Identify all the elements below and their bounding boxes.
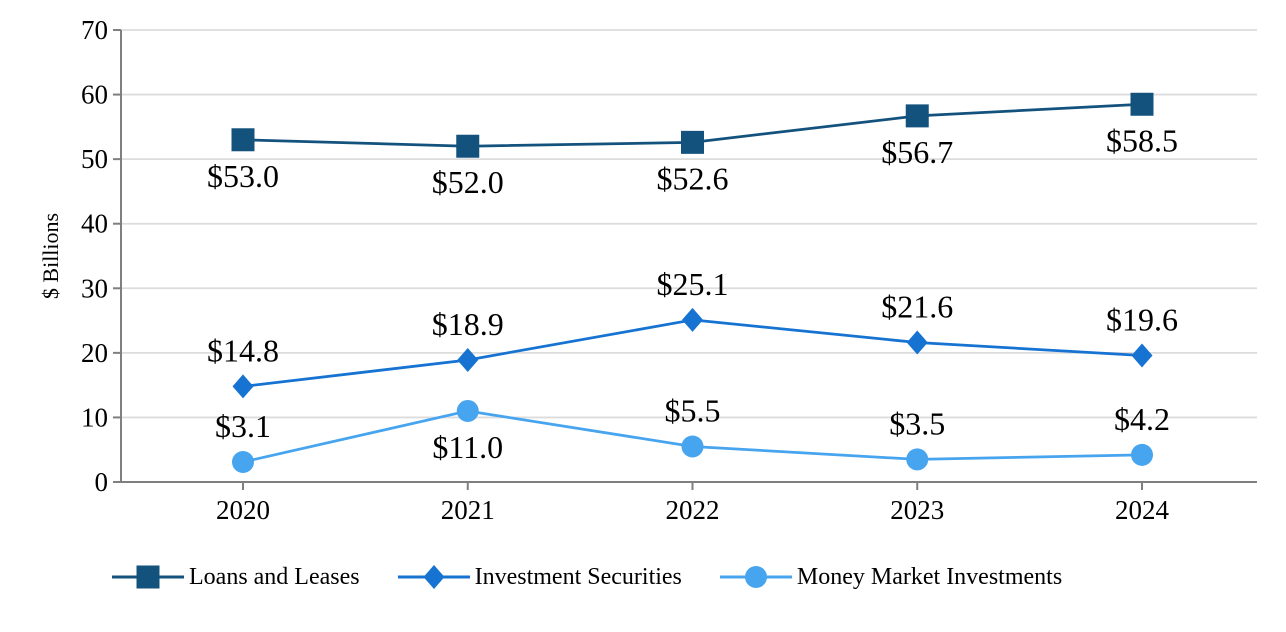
legend-marker-circle-icon xyxy=(719,566,792,588)
data-label: $52.6 xyxy=(657,160,729,196)
legend-marker-square-icon xyxy=(112,565,184,589)
data-label: $3.5 xyxy=(889,405,945,441)
marker-investment-securities xyxy=(1131,343,1153,368)
legend-item-money-market-investments: Money Market Investments xyxy=(719,560,1063,594)
legend-label: Investment Securities xyxy=(474,563,682,590)
x-tick-label: 2021 xyxy=(441,495,495,525)
y-tick-label: 20 xyxy=(81,338,108,368)
chart-legend: Loans and Leases Investment Securities M… xyxy=(112,560,1062,594)
circle-glyph xyxy=(744,566,767,588)
data-label: $21.6 xyxy=(881,289,953,325)
data-label: $4.2 xyxy=(1114,401,1170,437)
data-label: $3.1 xyxy=(215,408,271,444)
legend-label: Loans and Leases xyxy=(189,563,360,590)
marker-investment-securities xyxy=(682,307,703,332)
x-tick-label: 2020 xyxy=(216,495,270,525)
marker-money-market-investments xyxy=(232,450,254,473)
marker-investment-securities xyxy=(906,330,928,355)
legend-marker-diamond-icon xyxy=(397,565,470,589)
marker-loans-and-leases xyxy=(456,134,480,158)
marker-money-market-investments xyxy=(1131,443,1153,466)
marker-investment-securities xyxy=(232,374,254,399)
marker-money-market-investments xyxy=(681,435,704,458)
diamond-glyph xyxy=(423,565,445,589)
data-label: $5.5 xyxy=(665,392,721,428)
y-tick-label: 30 xyxy=(81,273,108,303)
marker-money-market-investments xyxy=(906,448,929,471)
data-label: $18.9 xyxy=(432,306,504,342)
data-label: $56.7 xyxy=(881,134,953,170)
marker-loans-and-leases xyxy=(231,128,255,152)
y-axis-title: $ Billions xyxy=(38,213,63,299)
data-label: $52.0 xyxy=(432,164,504,200)
marker-investment-securities xyxy=(457,347,479,372)
square-glyph xyxy=(136,565,160,589)
marker-loans-and-leases xyxy=(1130,92,1154,116)
legend-label: Money Market Investments xyxy=(796,563,1063,590)
legend-item-investment-securities: Investment Securities xyxy=(397,560,682,594)
data-label: $14.8 xyxy=(207,332,279,368)
marker-loans-and-leases xyxy=(905,104,929,128)
data-label: $25.1 xyxy=(657,266,729,302)
data-label: $58.5 xyxy=(1106,122,1178,158)
marker-loans-and-leases xyxy=(681,130,704,154)
marker-money-market-investments xyxy=(456,399,479,422)
y-tick-label: 10 xyxy=(81,402,108,432)
data-label: $19.6 xyxy=(1106,301,1178,337)
x-tick-label: 2024 xyxy=(1115,495,1170,525)
y-tick-label: 50 xyxy=(81,144,108,174)
legend-item-loans-and-leases: Loans and Leases xyxy=(112,560,360,594)
data-label: $11.0 xyxy=(432,429,503,465)
y-tick-label: 60 xyxy=(81,80,108,110)
y-tick-label: 40 xyxy=(81,209,108,239)
data-label: $53.0 xyxy=(207,158,279,194)
x-tick-label: 2023 xyxy=(890,495,944,525)
y-tick-label: 0 xyxy=(95,467,109,497)
y-tick-label: 70 xyxy=(81,15,108,45)
x-tick-label: 2022 xyxy=(666,495,720,525)
